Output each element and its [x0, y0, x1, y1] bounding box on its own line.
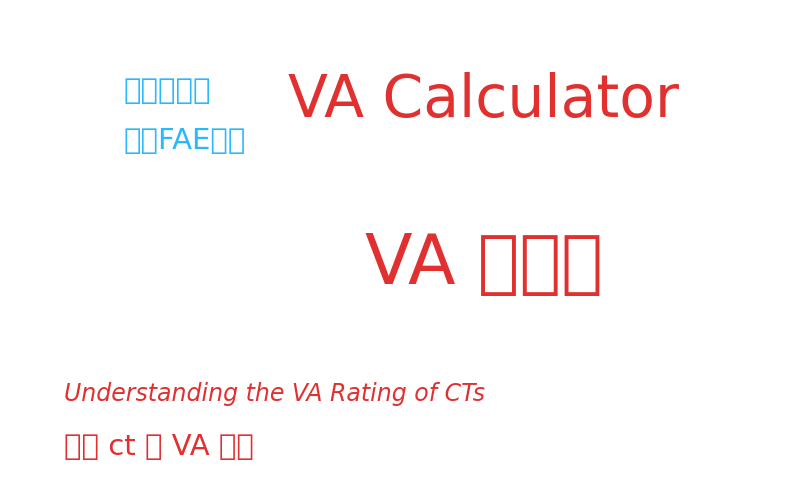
Text: Understanding the VA Rating of CTs: Understanding the VA Rating of CTs	[64, 382, 485, 406]
Text: VA 计算器: VA 计算器	[365, 232, 603, 298]
Text: 韦克威科技: 韦克威科技	[124, 78, 211, 106]
Text: 了解 ct 的 VA 等级: 了解 ct 的 VA 等级	[64, 432, 254, 460]
Text: 专业FAE指导: 专业FAE指导	[124, 128, 246, 156]
Text: VA Calculator: VA Calculator	[289, 72, 679, 128]
